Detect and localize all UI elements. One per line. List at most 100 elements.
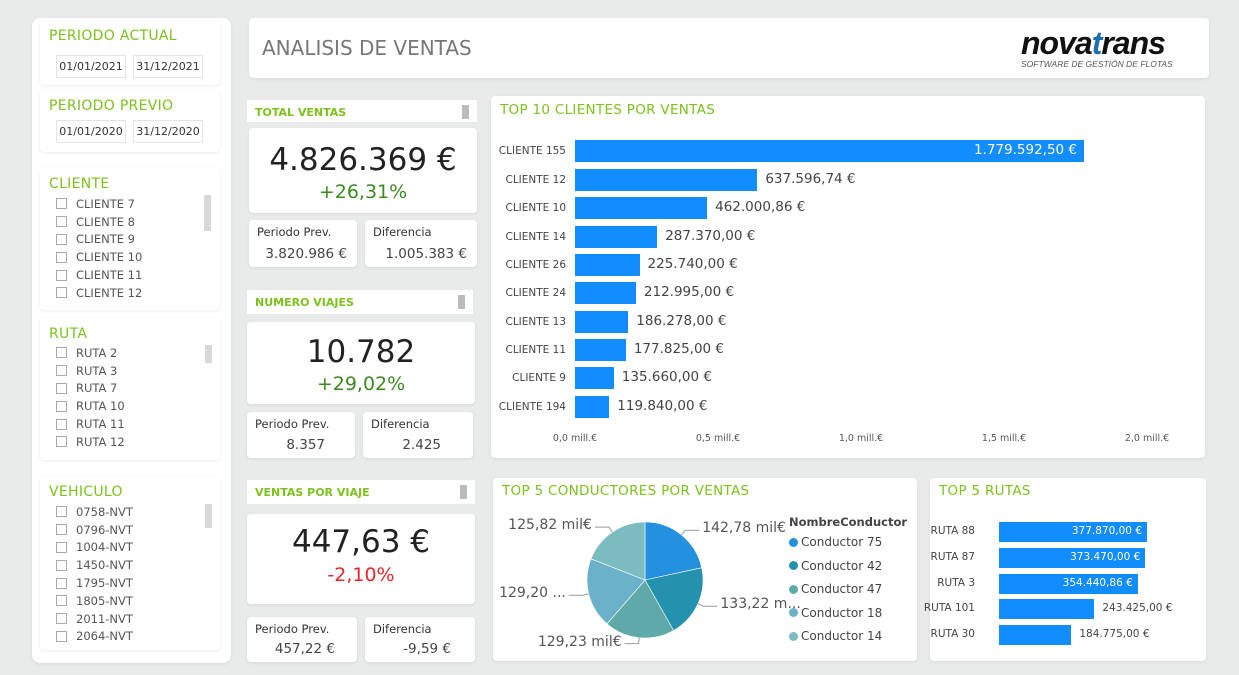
- ruta-scrollbar[interactable]: [205, 345, 212, 363]
- item-label: CLIENTE 11: [76, 268, 143, 283]
- cliente-item[interactable]: CLIENTE 10: [56, 248, 142, 266]
- periodo-actual-to-input[interactable]: 31/12/2021: [133, 55, 203, 78]
- checkbox[interactable]: [56, 216, 67, 228]
- prev-value: 457,22 €: [274, 641, 335, 657]
- diff-label: Diferencia: [371, 417, 430, 431]
- leader-line: [624, 637, 640, 645]
- cliente-item[interactable]: CLIENTE 11: [56, 266, 142, 284]
- bar[interactable]: [999, 574, 1138, 594]
- ruta-item[interactable]: RUTA 10: [56, 397, 125, 415]
- checkbox[interactable]: [56, 233, 67, 245]
- data-label: 377.870,00 €: [1071, 525, 1142, 537]
- checkbox[interactable]: [56, 269, 67, 281]
- cliente-item[interactable]: CLIENTE 7: [56, 195, 142, 213]
- ruta-item[interactable]: RUTA 11: [56, 415, 125, 433]
- vehiculo-item[interactable]: 1004-NVT: [56, 539, 133, 557]
- legend-item[interactable]: Conductor 75: [789, 535, 882, 549]
- vehiculo-item[interactable]: 2011-NVT: [56, 610, 133, 628]
- data-label: 373.470,00 €: [1070, 551, 1141, 563]
- checkbox[interactable]: [56, 541, 67, 553]
- checkbox[interactable]: [56, 347, 67, 359]
- vehiculo-item[interactable]: 1795-NVT: [56, 574, 133, 592]
- checkbox[interactable]: [56, 506, 67, 518]
- checkbox[interactable]: [56, 251, 67, 263]
- vehiculo-item[interactable]: 2064-NVT: [56, 628, 133, 646]
- legend-item[interactable]: Conductor 47: [789, 582, 882, 596]
- leader-line: [697, 603, 718, 607]
- bar[interactable]: [999, 599, 1095, 619]
- periodo-actual-filter: PERIODO ACTUAL 01/01/2021 31/12/2021: [40, 20, 220, 85]
- legend-item[interactable]: Conductor 14: [789, 629, 882, 643]
- x-tick-label: 0,5 mill.€: [695, 433, 741, 444]
- legend-label: Conductor 18: [801, 605, 883, 620]
- checkbox[interactable]: [56, 559, 67, 571]
- focus-mode-icon[interactable]: [460, 485, 467, 499]
- cliente-item[interactable]: CLIENTE 12: [56, 284, 142, 302]
- cliente-scrollbar[interactable]: [204, 195, 211, 231]
- checkbox[interactable]: [56, 613, 67, 625]
- pie-slice[interactable]: [644, 521, 703, 581]
- top-rutas-chart: TOP 5 RUTAS RUTA 88 377.870,00 € RUTA 87 37…: [924, 478, 1206, 661]
- bar[interactable]: [575, 282, 636, 304]
- item-label: 1805-NVT: [76, 593, 133, 608]
- category-label: RUTA 30: [930, 628, 975, 640]
- periodo-actual-from-input[interactable]: 01/01/2021: [56, 55, 126, 78]
- ruta-item[interactable]: RUTA 3: [56, 362, 125, 380]
- checkbox[interactable]: [56, 287, 67, 299]
- top-conductores-chart: TOP 5 CONDUCTORES POR VENTAS 142,78 mil€…: [493, 478, 917, 661]
- slice-label: 142,78 mil€: [702, 520, 786, 537]
- item-label: RUTA 7: [76, 381, 118, 396]
- checkbox[interactable]: [56, 524, 67, 536]
- data-label: 462.000,86 €: [715, 199, 806, 215]
- ventas-por-viaje-header: VENTAS POR VIAJE: [247, 480, 475, 504]
- bar[interactable]: [575, 396, 610, 418]
- periodo-previo-title: PERIODO PREVIO: [49, 98, 174, 114]
- bar[interactable]: [575, 226, 658, 248]
- bar[interactable]: [999, 522, 1147, 542]
- checkbox[interactable]: [56, 595, 67, 607]
- checkbox[interactable]: [56, 436, 67, 448]
- legend-item[interactable]: Conductor 42: [789, 559, 882, 573]
- bar[interactable]: [575, 339, 626, 361]
- focus-mode-icon[interactable]: [458, 295, 465, 309]
- total-ventas-card: 4.826.369 € +26,31%: [249, 128, 477, 213]
- checkbox[interactable]: [56, 198, 67, 210]
- category-label: CLIENTE 10: [505, 202, 566, 214]
- checkbox[interactable]: [56, 577, 67, 589]
- bar[interactable]: [999, 625, 1072, 645]
- bar[interactable]: [575, 311, 629, 333]
- checkbox[interactable]: [56, 418, 67, 430]
- bar[interactable]: [575, 197, 708, 219]
- ruta-item[interactable]: RUTA 2: [56, 344, 125, 362]
- legend-dot: [789, 561, 798, 570]
- checkbox[interactable]: [56, 382, 67, 394]
- checkbox[interactable]: [56, 365, 67, 377]
- bar[interactable]: [999, 548, 1146, 568]
- ruta-item[interactable]: RUTA 7: [56, 380, 125, 398]
- bar[interactable]: [575, 367, 614, 389]
- cliente-item[interactable]: CLIENTE 9: [56, 231, 142, 249]
- item-label: 2064-NVT: [76, 629, 133, 644]
- checkbox[interactable]: [56, 630, 67, 642]
- vehiculo-item[interactable]: 1450-NVT: [56, 556, 133, 574]
- diff-value: 2.425: [402, 437, 441, 453]
- vehiculo-item[interactable]: 1805-NVT: [56, 592, 133, 610]
- checkbox[interactable]: [56, 400, 67, 412]
- legend-item[interactable]: Conductor 18: [789, 606, 882, 620]
- pie-slice[interactable]: [590, 521, 646, 581]
- vehiculo-scrollbar[interactable]: [205, 504, 212, 528]
- bar[interactable]: [575, 169, 758, 191]
- ruta-item[interactable]: RUTA 12: [56, 433, 125, 451]
- bar[interactable]: [575, 140, 1084, 162]
- cliente-item[interactable]: CLIENTE 8: [56, 213, 142, 231]
- bar[interactable]: [575, 254, 640, 276]
- focus-mode-icon[interactable]: [462, 105, 469, 119]
- periodo-previo-from-input[interactable]: 01/01/2020: [56, 120, 126, 143]
- vehiculo-item[interactable]: 0796-NVT: [56, 521, 133, 539]
- data-label: 1.779.592,50 €: [973, 142, 1078, 158]
- slice-label: 129,20 ...: [499, 585, 566, 602]
- category-label: CLIENTE 12: [505, 174, 566, 186]
- legend-dot: [789, 584, 798, 594]
- periodo-previo-to-input[interactable]: 31/12/2020: [133, 120, 203, 143]
- vehiculo-item[interactable]: 0758-NVT: [56, 503, 133, 521]
